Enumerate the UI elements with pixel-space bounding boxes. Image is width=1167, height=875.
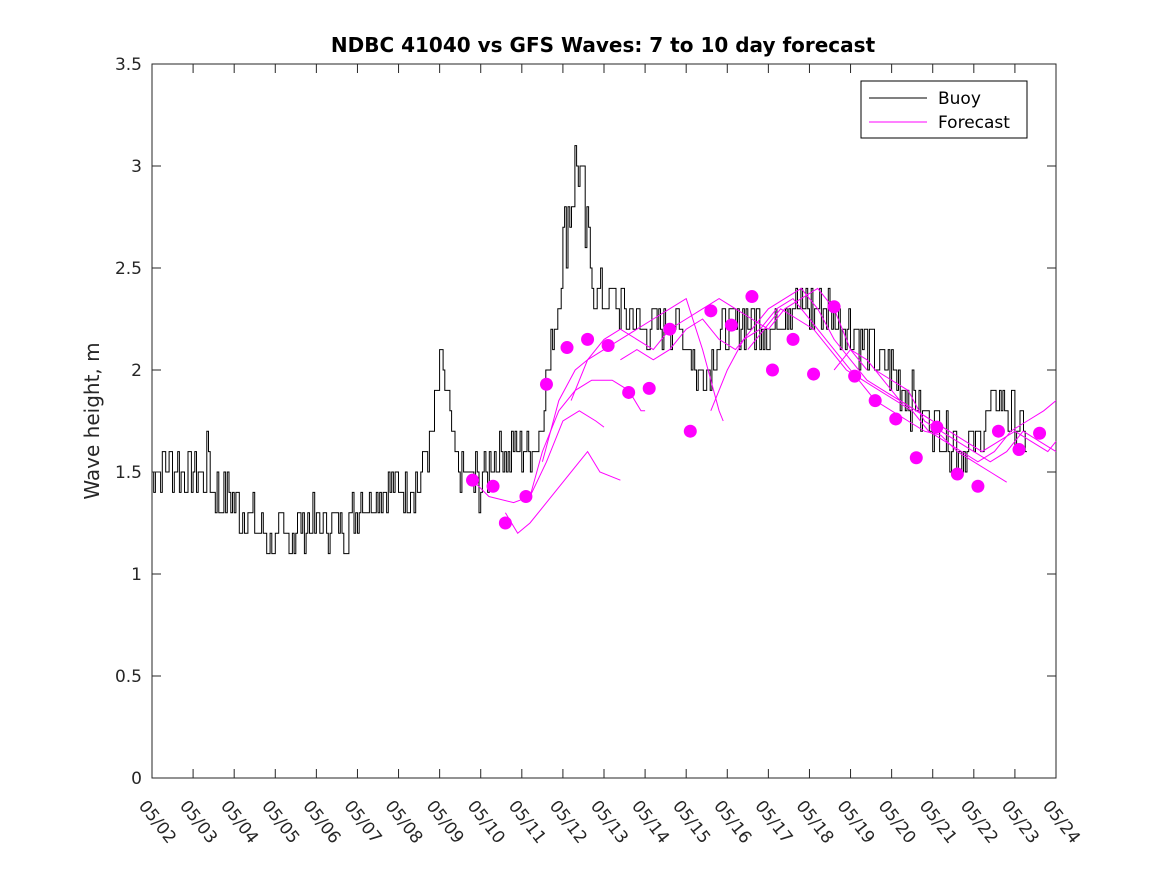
forecast-series-line <box>833 348 1057 453</box>
forecast-series-line <box>620 287 950 432</box>
forecast-point <box>498 516 512 530</box>
forecast-series-line <box>472 410 605 504</box>
y-tick-label: 0.5 <box>115 667 142 687</box>
y-axis-label: Wave height, m <box>80 342 104 499</box>
forecast-point <box>909 451 923 465</box>
y-tick-label: 3 <box>131 157 142 177</box>
forecast-point <box>889 412 903 426</box>
legend: Buoy Forecast <box>860 80 1028 139</box>
y-tick-label: 0 <box>131 769 142 789</box>
forecast-point <box>539 377 553 391</box>
forecast-point <box>724 318 738 332</box>
y-tick-label: 2.5 <box>115 259 142 279</box>
forecast-point <box>827 300 841 314</box>
plot-area <box>151 63 1057 779</box>
forecast-point <box>519 489 533 503</box>
forecast-point <box>786 332 800 346</box>
y-tick-label: 3.5 <box>115 55 142 75</box>
forecast-series-line <box>747 308 1057 463</box>
forecast-point <box>486 479 500 493</box>
forecast-point <box>642 381 656 395</box>
buoy-series-line <box>152 145 1027 555</box>
forecast-point <box>1033 426 1047 440</box>
forecast-series-line <box>529 379 646 497</box>
forecast-point <box>991 424 1005 438</box>
forecast-point <box>581 332 595 346</box>
forecast-series-line <box>874 369 1057 463</box>
forecast-point <box>807 367 821 381</box>
forecast-point <box>848 369 862 383</box>
forecast-point <box>560 341 574 355</box>
forecast-point <box>601 339 615 353</box>
forecast-point <box>622 385 636 399</box>
forecast-point <box>745 290 759 304</box>
legend-buoy-label: Buoy <box>938 89 981 109</box>
legend-forecast-label: Forecast <box>938 113 1010 133</box>
forecast-point <box>704 304 718 318</box>
forecast-point <box>663 322 677 336</box>
forecast-point <box>466 473 480 487</box>
y-tick-label: 1 <box>131 565 142 585</box>
legend-box <box>860 80 1028 139</box>
forecast-series-line <box>541 297 724 462</box>
forecast-point <box>1012 443 1026 457</box>
forecast-series-line <box>570 287 868 401</box>
forecast-point <box>868 394 882 408</box>
chart-title: NDBC 41040 vs GFS Waves: 7 to 10 day for… <box>331 33 876 57</box>
y-tick-label: 1.5 <box>115 463 142 483</box>
forecast-series-line <box>504 450 621 534</box>
y-tick-label: 2 <box>131 361 142 381</box>
forecast-point <box>930 420 944 434</box>
y-axis: 0 0.5 1 1.5 2 2.5 3 3.5 <box>115 55 1056 789</box>
forecast-point <box>765 363 779 377</box>
forecast-point <box>683 424 697 438</box>
forecast-point <box>971 479 985 493</box>
forecast-point <box>950 467 964 481</box>
